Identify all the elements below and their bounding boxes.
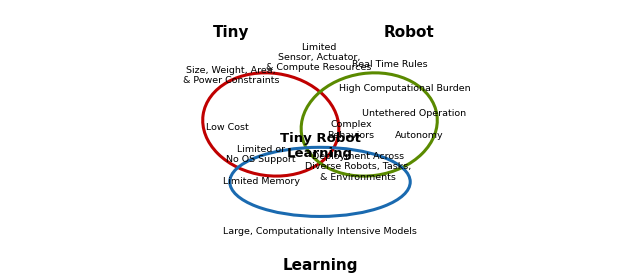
Text: Large, Computationally Intensive Models: Large, Computationally Intensive Models [223, 227, 417, 235]
Text: Learning: Learning [282, 258, 358, 273]
Text: Untethered Operation: Untethered Operation [362, 109, 467, 118]
Text: Deployment Across
Diverse Robots, Tasks,
& Environments: Deployment Across Diverse Robots, Tasks,… [305, 152, 411, 182]
Text: Tiny Robot
Learning: Tiny Robot Learning [280, 132, 360, 160]
Text: Limited Memory: Limited Memory [223, 177, 300, 186]
Text: Real Time Rules: Real Time Rules [352, 60, 428, 69]
Text: Complex
Behaviors: Complex Behaviors [328, 120, 375, 140]
Text: Size, Weight, Area,
& Power Constraints: Size, Weight, Area, & Power Constraints [183, 66, 280, 85]
Text: Low Cost: Low Cost [206, 123, 249, 132]
Text: Tiny: Tiny [213, 25, 250, 40]
Text: Limited or
No OS Support: Limited or No OS Support [227, 145, 296, 164]
Text: Limited
Sensor, Actuator,
& Compute Resources: Limited Sensor, Actuator, & Compute Reso… [266, 43, 372, 72]
Text: Autonomy: Autonomy [395, 131, 444, 140]
Text: High Computational Burden: High Computational Burden [339, 85, 470, 93]
Text: Robot: Robot [383, 25, 434, 40]
